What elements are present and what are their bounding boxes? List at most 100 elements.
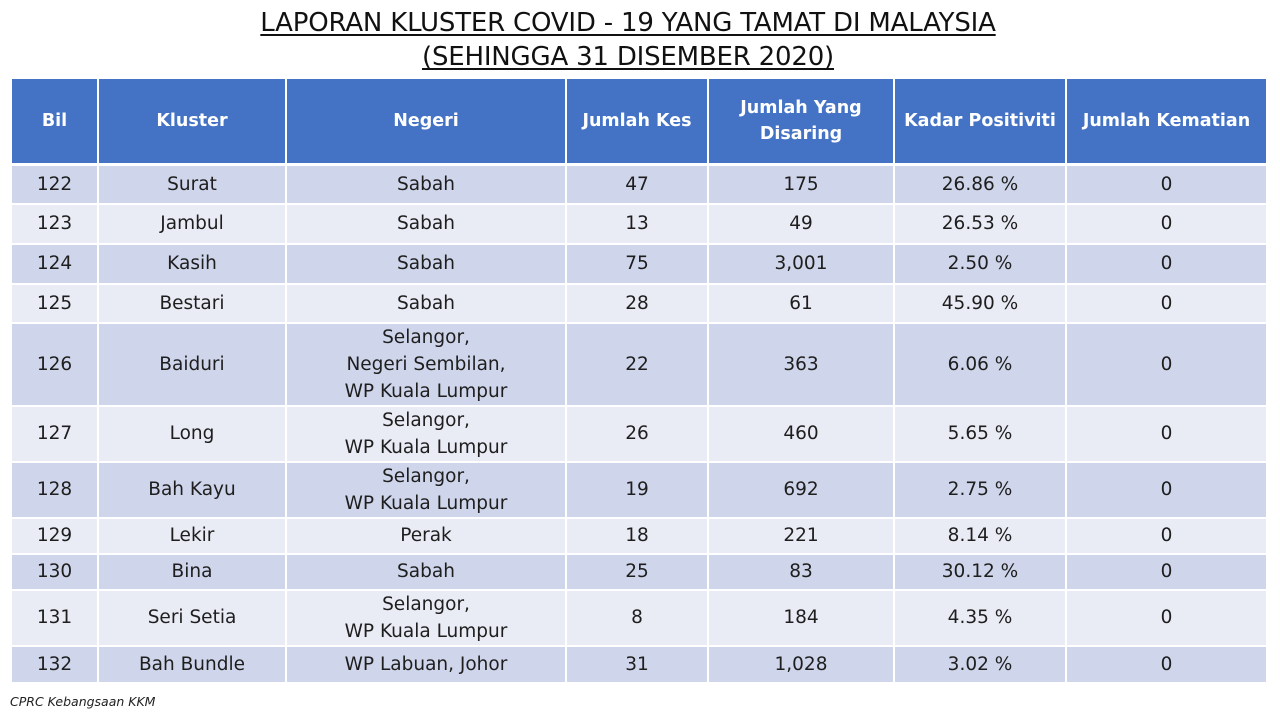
cell-kadar-positiviti: 26.53 % xyxy=(894,203,1067,245)
cell-kluster: Jambul xyxy=(98,203,287,245)
cluster-table: Bil Kluster Negeri Jumlah Kes Jumlah Yan… xyxy=(12,79,1266,684)
negeri-line: Sabah xyxy=(397,173,455,195)
header-jumlah-disaring-line1: Jumlah Yang xyxy=(740,98,862,118)
cell-jumlah-kes: 47 xyxy=(566,164,709,205)
cell-jumlah-kematian: 0 xyxy=(1066,517,1266,555)
cell-kluster: Seri Setia xyxy=(98,589,287,647)
negeri-line: Sabah xyxy=(397,213,455,234)
header-jumlah-kematian: Jumlah Kematian xyxy=(1066,79,1266,166)
negeri-line: WP Kuala Lumpur xyxy=(344,620,508,642)
negeri-line: WP Kuala Lumpur xyxy=(344,380,508,402)
cell-jumlah-kes: 13 xyxy=(566,203,709,245)
cell-jumlah-kematian: 0 xyxy=(1066,645,1266,684)
cell-jumlah-kes: 19 xyxy=(566,461,709,519)
report-title: LAPORAN KLUSTER COVID - 19 YANG TAMAT DI… xyxy=(0,6,1256,74)
cell-jumlah-kes: 18 xyxy=(566,517,709,555)
cell-kadar-positiviti: 5.65 % xyxy=(894,405,1067,463)
negeri-line: Selangor, xyxy=(382,326,470,348)
negeri-line: Negeri Sembilan, xyxy=(346,353,506,375)
cell-kadar-positiviti: 3.02 % xyxy=(894,645,1067,684)
negeri-line: WP Kuala Lumpur xyxy=(344,436,508,458)
header-jumlah-disaring-line2: Disaring xyxy=(759,124,843,144)
cell-negeri: Selangor, WP Kuala Lumpur xyxy=(286,589,567,647)
cell-kluster: Long xyxy=(98,405,287,463)
cell-jumlah-kematian: 0 xyxy=(1066,203,1266,245)
cell-jumlah-disaring: 175 xyxy=(708,164,895,205)
cell-jumlah-kematian: 0 xyxy=(1066,322,1266,407)
cell-jumlah-kematian: 0 xyxy=(1066,243,1266,285)
cell-jumlah-disaring: 3,001 xyxy=(708,243,895,285)
cell-bil: 127 xyxy=(12,405,99,463)
cell-jumlah-disaring: 460 xyxy=(708,405,895,463)
cell-jumlah-kematian: 0 xyxy=(1066,164,1266,205)
header-jumlah-kes: Jumlah Kes xyxy=(566,79,709,166)
table-row: 132 Bah Bundle WP Labuan, Johor 31 1,028 3.02… xyxy=(12,645,1266,684)
table-row: 122 Surat Sabah 47 175 26.86 % 0 xyxy=(12,164,1266,205)
cell-bil: 131 xyxy=(12,589,99,647)
cell-kluster: Surat xyxy=(98,164,287,205)
negeri-line: WP Labuan, Johor xyxy=(344,653,508,675)
cell-jumlah-kes: 31 xyxy=(566,645,709,684)
cell-jumlah-disaring: 363 xyxy=(708,322,895,407)
cell-bil: 130 xyxy=(12,553,99,591)
negeri-line: Sabah xyxy=(397,561,455,582)
cell-kluster: Bina xyxy=(98,553,287,591)
table-row: 123 Jambul Sabah 13 49 26.53 % 0 xyxy=(12,203,1266,245)
cell-jumlah-kematian: 0 xyxy=(1066,283,1266,324)
cell-bil: 123 xyxy=(12,203,99,245)
cell-jumlah-disaring: 221 xyxy=(708,517,895,555)
table-row: 124 Kasih Sabah 75 3,001 2.50 % 0 xyxy=(12,243,1266,285)
cell-kluster: Bah Bundle xyxy=(98,645,287,684)
header-negeri: Negeri xyxy=(286,79,567,166)
title-line-2: (SEHINGGA 31 DISEMBER 2020) xyxy=(422,42,834,72)
negeri-line: Selangor, xyxy=(382,593,470,615)
cell-jumlah-disaring: 61 xyxy=(708,283,895,324)
cell-jumlah-kes: 28 xyxy=(566,283,709,324)
negeri-line: Selangor, xyxy=(382,409,470,431)
header-kadar-positiviti: Kadar Positiviti xyxy=(894,79,1067,166)
negeri-line: Sabah xyxy=(397,253,455,274)
cell-bil: 128 xyxy=(12,461,99,519)
negeri-line: Selangor, xyxy=(382,465,470,487)
cell-jumlah-kematian: 0 xyxy=(1066,589,1266,647)
cell-jumlah-kematian: 0 xyxy=(1066,553,1266,591)
cell-negeri: Sabah xyxy=(286,553,567,591)
cell-kadar-positiviti: 6.06 % xyxy=(894,322,1067,407)
cell-kluster: Lekir xyxy=(98,517,287,555)
cell-negeri: Selangor, Negeri Sembilan, WP Kuala Lumpur xyxy=(286,322,567,407)
cell-kluster: Bah Kayu xyxy=(98,461,287,519)
table-header-row: Bil Kluster Negeri Jumlah Kes Jumlah Yan… xyxy=(12,79,1266,166)
table-row: 130 Bina Sabah 25 83 30.12 % 0 xyxy=(12,553,1266,591)
table-row: 127 Long Selangor, WP Kuala Lumpur 26 460 5.65… xyxy=(12,405,1266,463)
cell-kadar-positiviti: 4.35 % xyxy=(894,589,1067,647)
cell-jumlah-kematian: 0 xyxy=(1066,405,1266,463)
cell-jumlah-kes: 26 xyxy=(566,405,709,463)
cell-kluster: Bestari xyxy=(98,283,287,324)
cell-negeri: Selangor, WP Kuala Lumpur xyxy=(286,461,567,519)
cell-bil: 132 xyxy=(12,645,99,684)
cell-jumlah-disaring: 49 xyxy=(708,203,895,245)
negeri-line: Sabah xyxy=(397,292,455,314)
cell-jumlah-kematian: 0 xyxy=(1066,461,1266,519)
cell-kadar-positiviti: 26.86 % xyxy=(894,164,1067,205)
cell-negeri: Selangor, WP Kuala Lumpur xyxy=(286,405,567,463)
cell-jumlah-disaring: 184 xyxy=(708,589,895,647)
cell-kadar-positiviti: 30.12 % xyxy=(894,553,1067,591)
cell-jumlah-kes: 25 xyxy=(566,553,709,591)
cell-negeri: Sabah xyxy=(286,283,567,324)
cell-kadar-positiviti: 2.75 % xyxy=(894,461,1067,519)
cell-jumlah-kes: 8 xyxy=(566,589,709,647)
cell-kluster: Kasih xyxy=(98,243,287,285)
cell-bil: 126 xyxy=(12,322,99,407)
cell-bil: 125 xyxy=(12,283,99,324)
cell-negeri: Sabah xyxy=(286,203,567,245)
table-row: 128 Bah Kayu Selangor, WP Kuala Lumpur 19 692… xyxy=(12,461,1266,519)
source-footer: CPRC Kebangsaan KKM xyxy=(10,694,156,709)
header-jumlah-disaring: Jumlah Yang Disaring xyxy=(708,79,895,166)
table-row: 131 Seri Setia Selangor, WP Kuala Lumpur 8 18… xyxy=(12,589,1266,647)
table-row: 129 Lekir Perak 18 221 8.14 % 0 xyxy=(12,517,1266,555)
cell-jumlah-kes: 75 xyxy=(566,243,709,285)
cell-kluster: Baiduri xyxy=(98,322,287,407)
header-bil: Bil xyxy=(12,79,99,166)
cell-kadar-positiviti: 2.50 % xyxy=(894,243,1067,285)
